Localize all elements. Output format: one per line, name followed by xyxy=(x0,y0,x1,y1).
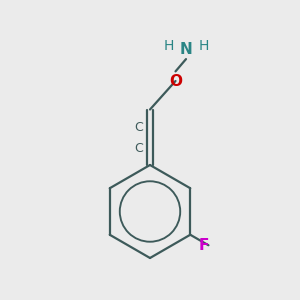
Text: O: O xyxy=(169,74,182,88)
Text: H: H xyxy=(198,39,208,53)
Text: N: N xyxy=(180,42,192,57)
Text: C: C xyxy=(134,142,143,155)
Text: C: C xyxy=(134,121,143,134)
Text: F: F xyxy=(199,238,209,253)
Text: H: H xyxy=(164,39,174,53)
